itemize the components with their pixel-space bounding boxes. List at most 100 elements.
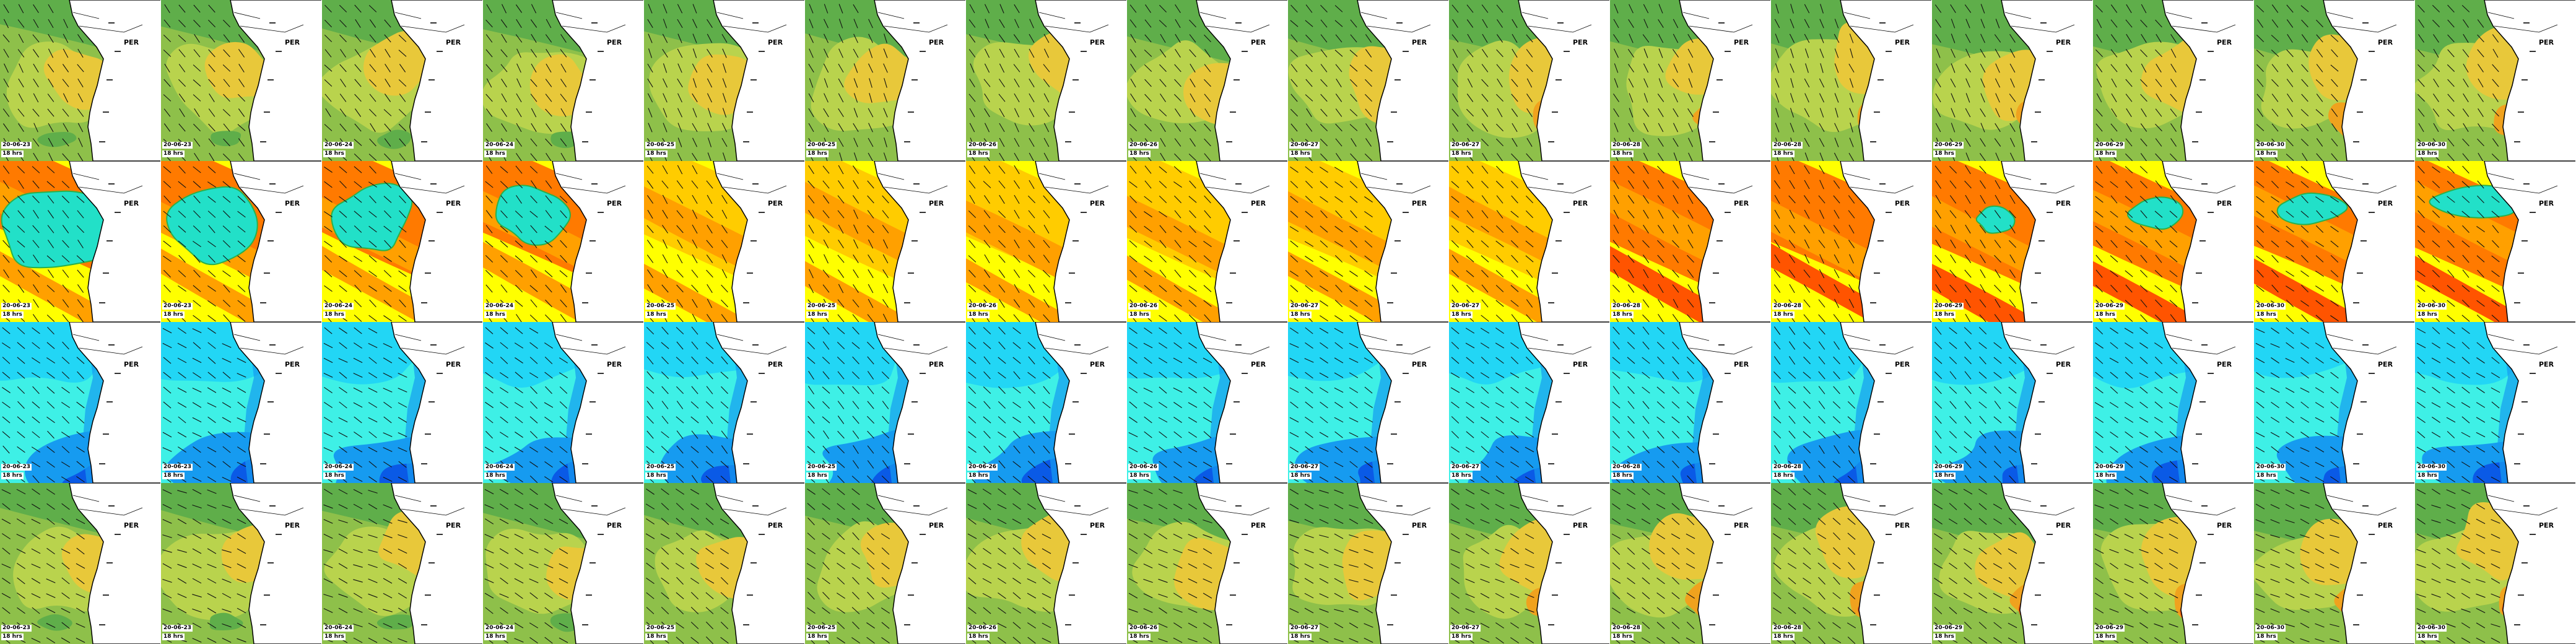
map-image	[2093, 483, 2253, 644]
map-image	[1610, 322, 1770, 483]
map-image	[1288, 0, 1448, 161]
hour-label: 18 hrs	[1933, 633, 1956, 640]
date-label: 20-06-27	[1289, 303, 1320, 310]
hour-label: 18 hrs	[806, 150, 829, 157]
date-label: 20-06-24	[484, 142, 515, 149]
date-label: 20-06-28	[1772, 625, 1803, 632]
date-label: 20-06-25	[645, 625, 676, 632]
country-label: PER	[1412, 360, 1427, 368]
country-label: PER	[124, 38, 139, 46]
country-label: PER	[2056, 38, 2071, 46]
map-panel-wind: PER 20-06-27 18 hrs	[1288, 322, 1449, 483]
map-row-wave-height: PER 20-06-23 18 hrs PER 20-06-23 18 hrs PER 20-…	[0, 0, 2576, 161]
map-panel-swell-height: PER 20-06-23 18 hrs	[0, 483, 161, 644]
country-label: PER	[1895, 521, 1910, 529]
date-label: 20-06-27	[1289, 625, 1320, 632]
map-panel-swell-height: PER 20-06-24 18 hrs	[322, 483, 483, 644]
map-panel-swell-height: PER 20-06-29 18 hrs	[1932, 483, 2093, 644]
country-label: PER	[1090, 38, 1105, 46]
country-label: PER	[1251, 360, 1266, 368]
map-image	[2415, 161, 2575, 322]
hour-label: 18 hrs	[1933, 150, 1956, 157]
map-image	[644, 0, 804, 161]
country-label: PER	[768, 199, 783, 207]
map-panel-wind: PER 20-06-25 18 hrs	[805, 322, 966, 483]
date-label: 20-06-26	[967, 625, 998, 632]
hour-label: 18 hrs	[484, 311, 507, 318]
hour-label: 18 hrs	[1772, 633, 1795, 640]
map-panel-wave-period: PER 20-06-30 18 hrs	[2254, 161, 2415, 322]
hour-label: 18 hrs	[2094, 311, 2117, 318]
map-image	[805, 322, 965, 483]
map-panel-wind: PER 20-06-23 18 hrs	[0, 322, 161, 483]
hour-label: 18 hrs	[1933, 311, 1956, 318]
map-image	[322, 0, 482, 161]
map-image	[1127, 161, 1287, 322]
hour-label: 18 hrs	[1289, 633, 1312, 640]
date-label: 20-06-23	[162, 303, 193, 310]
map-image	[1449, 0, 1609, 161]
hour-label: 18 hrs	[967, 472, 990, 479]
hour-label: 18 hrs	[484, 150, 507, 157]
map-panel-wave-period: PER 20-06-28 18 hrs	[1771, 161, 1932, 322]
map-panel-swell-height: PER 20-06-26 18 hrs	[1127, 483, 1288, 644]
map-image	[1610, 483, 1770, 644]
map-image	[966, 322, 1126, 483]
date-label: 20-06-25	[645, 303, 676, 310]
date-label: 20-06-30	[2255, 142, 2286, 149]
country-label: PER	[929, 38, 944, 46]
hour-label: 18 hrs	[1289, 150, 1312, 157]
hour-label: 18 hrs	[2255, 472, 2278, 479]
date-label: 20-06-30	[2416, 303, 2447, 310]
country-label: PER	[2056, 199, 2071, 207]
map-panel-swell-height: PER 20-06-26 18 hrs	[966, 483, 1127, 644]
country-label: PER	[1412, 38, 1427, 46]
map-image	[0, 161, 160, 322]
hour-label: 18 hrs	[806, 633, 829, 640]
date-label: 20-06-28	[1772, 464, 1803, 471]
map-image	[2415, 0, 2575, 161]
date-label: 20-06-30	[2255, 625, 2286, 632]
map-image	[1449, 161, 1609, 322]
hour-label: 18 hrs	[1611, 633, 1634, 640]
map-image	[1610, 0, 1770, 161]
map-panel-swell-height: PER 20-06-24 18 hrs	[483, 483, 644, 644]
hour-label: 18 hrs	[2416, 150, 2439, 157]
hour-label: 18 hrs	[1772, 150, 1795, 157]
date-label: 20-06-23	[1, 464, 32, 471]
map-panel-wave-period: PER 20-06-29 18 hrs	[1932, 161, 2093, 322]
map-image	[1771, 161, 1931, 322]
map-panel-wind: PER 20-06-24 18 hrs	[322, 322, 483, 483]
country-label: PER	[2539, 360, 2554, 368]
hour-label: 18 hrs	[1289, 311, 1312, 318]
map-panel-wave-height: PER 20-06-29 18 hrs	[2093, 0, 2254, 161]
map-panel-swell-height: PER 20-06-28 18 hrs	[1771, 483, 1932, 644]
country-label: PER	[1734, 521, 1749, 529]
date-label: 20-06-26	[967, 142, 998, 149]
map-panel-wave-height: PER 20-06-27 18 hrs	[1288, 0, 1449, 161]
hour-label: 18 hrs	[1450, 633, 1473, 640]
date-label: 20-06-29	[1933, 625, 1964, 632]
country-label: PER	[2539, 38, 2554, 46]
hour-label: 18 hrs	[323, 311, 346, 318]
hour-label: 18 hrs	[2416, 311, 2439, 318]
hour-label: 18 hrs	[2255, 633, 2278, 640]
date-label: 20-06-27	[1450, 142, 1481, 149]
date-label: 20-06-24	[484, 303, 515, 310]
date-label: 20-06-27	[1450, 464, 1481, 471]
country-label: PER	[607, 360, 622, 368]
map-panel-wind: PER 20-06-29 18 hrs	[2093, 322, 2254, 483]
hour-label: 18 hrs	[2094, 633, 2117, 640]
country-label: PER	[768, 360, 783, 368]
map-panel-wave-height: PER 20-06-25 18 hrs	[644, 0, 805, 161]
map-image	[966, 0, 1126, 161]
map-panel-wind: PER 20-06-29 18 hrs	[1932, 322, 2093, 483]
date-label: 20-06-23	[1, 303, 32, 310]
hour-label: 18 hrs	[1, 472, 24, 479]
country-label: PER	[1895, 199, 1910, 207]
map-panel-wave-height: PER 20-06-23 18 hrs	[0, 0, 161, 161]
map-image	[1932, 0, 2092, 161]
hour-label: 18 hrs	[162, 150, 185, 157]
date-label: 20-06-29	[1933, 303, 1964, 310]
map-image	[1771, 483, 1931, 644]
